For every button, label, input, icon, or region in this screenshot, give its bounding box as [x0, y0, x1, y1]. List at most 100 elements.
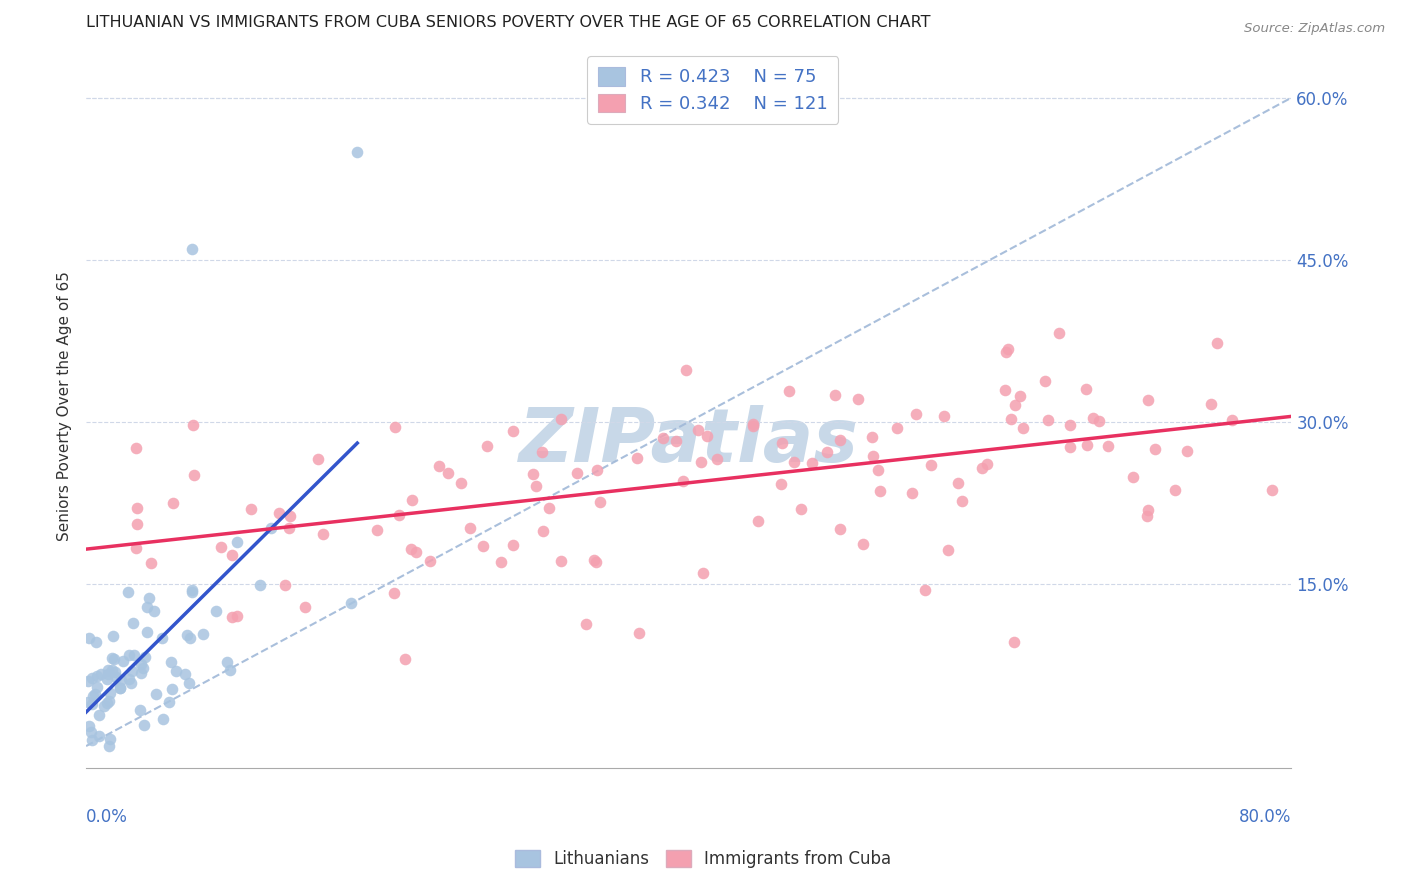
Point [129, 666, 152, 681]
Point [346, 145, 368, 159]
Point [105, 670, 128, 684]
Point [274, 578, 297, 592]
Point [165, 665, 187, 679]
Point [1059, 417, 1081, 432]
Point [388, 508, 411, 523]
Point [932, 409, 955, 423]
Point [205, 604, 228, 618]
Point [84, 687, 107, 701]
Point [96, 672, 118, 686]
Point [675, 363, 697, 377]
Point [1175, 443, 1198, 458]
Point [1144, 442, 1167, 456]
Point [1206, 335, 1229, 350]
Y-axis label: Seniors Poverty Over the Age of 65: Seniors Poverty Over the Age of 65 [58, 271, 72, 541]
Point [267, 506, 290, 520]
Point [152, 712, 174, 726]
Point [972, 461, 994, 475]
Point [491, 555, 513, 569]
Point [176, 627, 198, 641]
Point [1164, 483, 1187, 497]
Point [80, 697, 103, 711]
Point [399, 541, 422, 556]
Point [89, 708, 111, 723]
Point [181, 585, 204, 599]
Point [221, 609, 243, 624]
Point [574, 616, 596, 631]
Point [1000, 411, 1022, 425]
Point [134, 649, 156, 664]
Point [538, 501, 561, 516]
Point [522, 467, 544, 482]
Point [778, 384, 800, 399]
Point [741, 418, 763, 433]
Point [84, 635, 107, 649]
Point [886, 420, 908, 434]
Point [100, 663, 122, 677]
Point [686, 423, 709, 437]
Point [179, 631, 201, 645]
Point [747, 514, 769, 528]
Point [312, 527, 335, 541]
Point [86, 680, 108, 694]
Point [627, 626, 650, 640]
Point [181, 418, 204, 433]
Point [98, 694, 121, 708]
Point [1088, 414, 1111, 428]
Point [76, 696, 98, 710]
Point [419, 553, 441, 567]
Point [77, 719, 100, 733]
Point [770, 477, 793, 491]
Point [180, 582, 202, 597]
Point [159, 655, 181, 669]
Point [366, 523, 388, 537]
Point [128, 703, 150, 717]
Point [696, 429, 718, 443]
Point [122, 616, 145, 631]
Point [530, 444, 553, 458]
Point [193, 627, 215, 641]
Point [1033, 374, 1056, 388]
Point [1097, 439, 1119, 453]
Point [690, 455, 713, 469]
Point [121, 665, 143, 679]
Point [770, 435, 793, 450]
Point [1220, 413, 1243, 427]
Point [138, 591, 160, 606]
Point [427, 458, 450, 473]
Point [339, 596, 361, 610]
Point [852, 537, 875, 551]
Point [97, 666, 120, 681]
Text: LITHUANIAN VS IMMIGRANTS FROM CUBA SENIORS POVERTY OVER THE AGE OF 65 CORRELATIO: LITHUANIAN VS IMMIGRANTS FROM CUBA SENIO… [86, 15, 931, 30]
Point [179, 676, 201, 690]
Text: 80.0%: 80.0% [1239, 807, 1292, 825]
Point [80, 725, 103, 739]
Point [111, 654, 134, 668]
Point [118, 648, 141, 663]
Point [671, 475, 693, 489]
Point [97, 663, 120, 677]
Point [460, 521, 482, 535]
Point [125, 517, 148, 532]
Point [90, 667, 112, 681]
Point [550, 411, 572, 425]
Point [1136, 508, 1159, 523]
Point [1261, 483, 1284, 498]
Point [136, 625, 159, 640]
Point [104, 665, 127, 680]
Point [405, 545, 427, 559]
Point [1137, 503, 1160, 517]
Point [80, 671, 103, 685]
Point [948, 476, 970, 491]
Point [830, 522, 852, 536]
Text: Source: ZipAtlas.com: Source: ZipAtlas.com [1244, 22, 1385, 36]
Point [790, 502, 813, 516]
Point [1012, 420, 1035, 434]
Point [221, 548, 243, 562]
Point [550, 554, 572, 568]
Point [1136, 392, 1159, 407]
Point [110, 673, 132, 688]
Point [472, 539, 495, 553]
Point [142, 603, 165, 617]
Point [101, 629, 124, 643]
